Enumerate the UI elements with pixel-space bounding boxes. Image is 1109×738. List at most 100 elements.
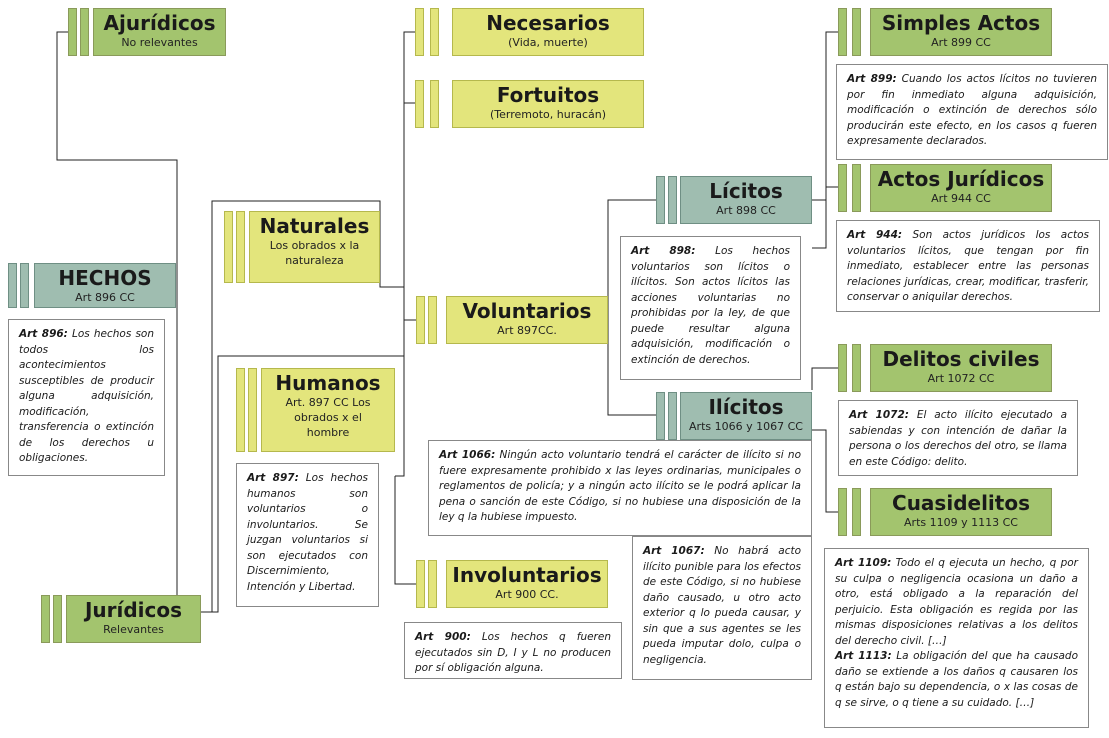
node-title: Involuntarios: [452, 563, 602, 587]
note-ref: Art 899:: [847, 73, 897, 85]
node-accent-bar: [416, 560, 425, 608]
node-title: Delitos civiles: [882, 347, 1040, 371]
note-text: Todo el q ejecuta un hecho, q por su cul…: [835, 557, 1078, 647]
note-art1109-1113: Art 1109: Todo el q ejecuta un hecho, q …: [824, 548, 1089, 728]
node-subtitle: Los obrados x la naturaleza: [269, 239, 360, 267]
node-subtitle: Relevantes: [103, 623, 164, 636]
node-accent-bar: [838, 488, 847, 536]
node-subtitle: Art 899 CC: [931, 36, 991, 49]
node-subtitle: Art 896 CC: [75, 291, 135, 304]
node-ajuridicos: Ajurídicos No relevantes: [93, 8, 226, 56]
node-accent-bar: [20, 263, 29, 308]
node-accent-bar: [248, 368, 257, 452]
node-subtitle: Arts 1066 y 1067 CC: [689, 420, 803, 433]
node-voluntarios: Voluntarios Art 897CC.: [446, 296, 608, 344]
node-accent-bar: [656, 392, 665, 440]
node-accent-bar: [838, 8, 847, 56]
node-accent-bar: [852, 344, 861, 392]
node-accent-bar: [236, 211, 245, 283]
note-text: El acto ilícito ejecutado a sabiendas y …: [849, 409, 1067, 468]
connector-simples-actos: [812, 31, 838, 201]
node-title: Voluntarios: [462, 299, 592, 323]
note-art898: Art 898: Los hechos voluntarios son líci…: [620, 236, 801, 380]
node-naturales: Naturales Los obrados x la naturaleza: [249, 211, 380, 283]
node-title: Actos Jurídicos: [877, 167, 1045, 191]
node-accent-bar: [415, 8, 424, 56]
connector-humanos-voluntarios: [395, 319, 416, 477]
note-art899: Art 899: Cuando los actos lícitos no tuv…: [836, 64, 1108, 160]
note-ref: Art 900:: [415, 631, 471, 643]
node-title: Jurídicos: [84, 598, 183, 622]
note-ref: Art 1067:: [643, 545, 705, 557]
node-ilicitos: Ilícitos Arts 1066 y 1067 CC: [680, 392, 812, 440]
note-text: La obligación del que ha causado daño se…: [835, 650, 1078, 709]
node-title: Naturales: [259, 214, 370, 238]
node-subtitle: Art 900 CC.: [495, 588, 559, 601]
node-accent-bar: [224, 211, 233, 283]
node-title: Fortuitos: [496, 83, 600, 107]
node-title: Humanos: [275, 371, 381, 395]
node-accent-bar: [428, 296, 437, 344]
note-art900: Art 900: Los hechos q fueren ejecutados …: [404, 622, 622, 679]
node-cuasidelitos: Cuasidelitos Arts 1109 y 1113 CC: [870, 488, 1052, 536]
node-actos-juridicos: Actos Jurídicos Art 944 CC: [870, 164, 1052, 212]
node-necesarios: Necesarios (Vida, muerte): [452, 8, 644, 56]
note-ref: Art 1066:: [439, 449, 496, 461]
node-accent-bar: [428, 560, 437, 608]
node-subtitle: No relevantes: [121, 36, 198, 49]
node-accent-bar: [80, 8, 89, 56]
note-ref: Art 1109:: [835, 557, 892, 569]
node-accent-bar: [53, 595, 62, 643]
node-accent-bar: [852, 488, 861, 536]
node-fortuitos: Fortuitos (Terremoto, huracán): [452, 80, 644, 128]
node-accent-bar: [838, 164, 847, 212]
node-subtitle: Art 898 CC: [716, 204, 776, 217]
node-hechos: HECHOS Art 896 CC: [34, 263, 176, 308]
connector-actos-juridicos: [812, 186, 838, 249]
node-simples-actos: Simples Actos Art 899 CC: [870, 8, 1052, 56]
connector-necesarios: [403, 31, 415, 320]
note-art897: Art 897: Los hechos humanos son voluntar…: [236, 463, 379, 607]
note-art944: Art 944: Son actos jurídicos los actos v…: [836, 220, 1100, 312]
note-art1072: Art 1072: El acto ilícito ejecutado a sa…: [838, 400, 1078, 476]
node-accent-bar: [41, 595, 50, 643]
node-subtitle: Art 944 CC: [931, 192, 991, 205]
node-subtitle: Art 897CC.: [497, 324, 557, 337]
node-accent-bar: [430, 80, 439, 128]
connector-humanos-involuntarios: [394, 476, 416, 585]
connector-juridicos-humanos: [201, 355, 404, 613]
node-title: Ilícitos: [708, 395, 784, 419]
connector-cuasidelitos: [812, 429, 838, 513]
note-ref: Art 1113:: [835, 650, 892, 662]
note-art896: Art 896: Los hechos son todos los aconte…: [8, 319, 165, 476]
note-ref: Art 897:: [247, 472, 299, 484]
node-accent-bar: [8, 263, 17, 308]
note-ref: Art 898:: [631, 245, 696, 257]
node-title: Necesarios: [486, 11, 610, 35]
node-accent-bar: [838, 344, 847, 392]
node-subtitle: (Terremoto, huracán): [489, 108, 607, 121]
node-accent-bar: [852, 164, 861, 212]
node-accent-bar: [668, 176, 677, 224]
note-text: No habrá acto ilícito punible para los e…: [643, 545, 802, 666]
note-ref: Art 944:: [847, 229, 903, 241]
node-title: Cuasidelitos: [892, 491, 1030, 515]
connector-licitos: [607, 199, 656, 320]
note-art1066: Art 1066: Ningún acto voluntario tendrá …: [428, 440, 812, 536]
connector-ilicitos: [607, 320, 656, 416]
note-text: Los hechos voluntarios son lícitos o ilí…: [631, 245, 790, 366]
node-accent-bar: [236, 368, 245, 452]
node-accent-bar: [656, 176, 665, 224]
node-title: HECHOS: [58, 266, 152, 290]
node-accent-bar: [416, 296, 425, 344]
node-accent-bar: [68, 8, 77, 56]
node-licitos: Lícitos Art 898 CC: [680, 176, 812, 224]
note-text: Los hechos son todos los acontecimientos…: [19, 328, 154, 464]
note-text: Los hechos humanos son voluntarios o inv…: [247, 472, 368, 593]
note-text: Son actos jurídicos los actos voluntario…: [847, 229, 1089, 303]
node-delitos-civiles: Delitos civiles Art 1072 CC: [870, 344, 1052, 392]
node-title: Simples Actos: [881, 11, 1041, 35]
node-accent-bar: [430, 8, 439, 56]
node-title: Lícitos: [709, 179, 783, 203]
note-ref: Art 896:: [19, 328, 68, 340]
